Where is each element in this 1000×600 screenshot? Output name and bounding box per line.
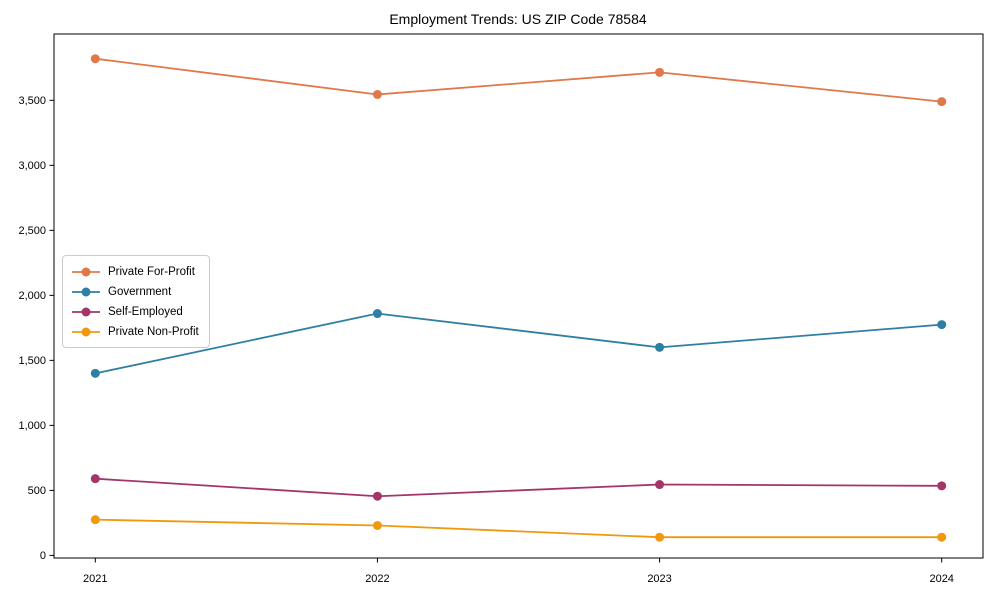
data-point-private-for-profit — [90, 54, 100, 64]
series-line-private-for-profit — [94, 57, 943, 103]
legend-label-self-employed: Self-Employed — [108, 305, 183, 318]
legend-label-private-for-profit: Private For-Profit — [108, 265, 195, 278]
legend-item-private-for-profit: Private For-Profit — [71, 263, 199, 280]
legend-item-government: Government — [71, 283, 199, 300]
chart-title: Employment Trends: US ZIP Code 78584 — [389, 11, 647, 27]
series-line-private-non-profit — [94, 518, 943, 539]
data-point-government — [655, 342, 665, 352]
data-point-government — [90, 368, 100, 378]
data-point-private-non-profit — [372, 520, 382, 530]
legend-marker-government — [72, 287, 100, 296]
x-tick-label: 2024 — [929, 573, 953, 585]
legend-label-private-non-profit: Private Non-Profit — [108, 325, 199, 338]
y-tick-label: 3,500 — [18, 95, 46, 107]
legend-item-private-non-profit: Private Non-Profit — [71, 323, 199, 340]
y-tick-label: 0 — [40, 550, 46, 562]
y-tick-label: 1,500 — [18, 355, 46, 367]
x-tick-label: 2021 — [83, 573, 107, 585]
series-line-self-employed — [94, 477, 943, 498]
x-tick-label: 2023 — [647, 573, 671, 585]
legend-marker-private-non-profit — [72, 327, 100, 336]
data-point-self-employed — [90, 474, 100, 484]
data-point-self-employed — [937, 481, 947, 491]
data-point-private-non-profit — [937, 532, 947, 542]
legend-marker-self-employed — [72, 307, 100, 316]
data-point-private-non-profit — [655, 532, 665, 542]
data-point-government — [937, 320, 947, 330]
data-point-private-non-profit — [90, 515, 100, 525]
y-tick-label: 3,000 — [18, 160, 46, 172]
axes-frame — [53, 33, 984, 559]
y-tick-label: 2,500 — [18, 225, 46, 237]
y-tick-label: 1,000 — [18, 420, 46, 432]
data-point-self-employed — [655, 480, 665, 490]
series-line-government — [94, 312, 943, 375]
data-point-government — [372, 309, 382, 319]
y-tick-label: 500 — [28, 485, 46, 497]
data-point-private-for-profit — [937, 97, 947, 107]
legend-marker-private-for-profit — [72, 267, 100, 276]
x-tick-label: 2022 — [365, 573, 389, 585]
legend-item-self-employed: Self-Employed — [71, 303, 199, 320]
y-tick-label: 2,000 — [18, 290, 46, 302]
data-point-private-for-profit — [655, 67, 665, 77]
data-point-self-employed — [372, 491, 382, 501]
legend: Private For-Profit Government Self-Employe… — [62, 255, 210, 348]
legend-label-government: Government — [108, 285, 172, 298]
data-point-private-for-profit — [372, 89, 382, 99]
